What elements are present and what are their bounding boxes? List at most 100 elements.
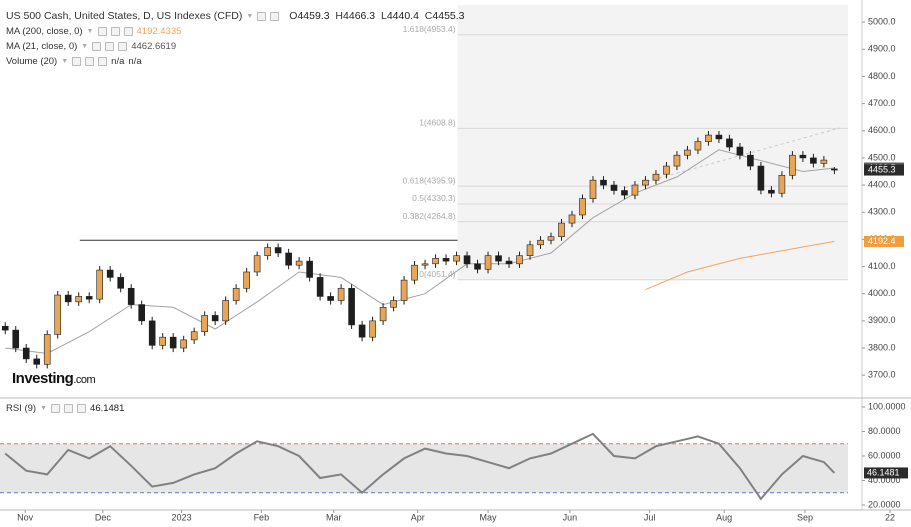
candle-body bbox=[253, 255, 261, 273]
icon[interactable] bbox=[85, 57, 95, 66]
legend-value: 4192.4335 bbox=[136, 26, 182, 37]
price-tag-label: 4455.3 bbox=[868, 164, 896, 174]
y-tick-label: 4600.0 bbox=[868, 125, 896, 135]
ohlc-value: 4455.3 bbox=[432, 10, 465, 22]
candle-body bbox=[453, 255, 460, 262]
candle-body bbox=[12, 329, 20, 349]
candle-body bbox=[421, 263, 429, 266]
icon[interactable] bbox=[110, 27, 120, 36]
dropdown-icon[interactable]: ▼ bbox=[40, 405, 48, 412]
candle-body bbox=[43, 334, 51, 365]
y-tick-label: 80.0000 bbox=[868, 426, 901, 436]
y-tick-label: 3900.0 bbox=[868, 315, 896, 325]
y-tick-label: 4400.0 bbox=[868, 179, 896, 189]
legend-rsi: RSI (9) ▼ 46.1481 bbox=[6, 403, 124, 414]
candle-body bbox=[222, 300, 229, 322]
icon[interactable] bbox=[97, 27, 107, 36]
candle-body bbox=[684, 149, 691, 156]
icon[interactable] bbox=[77, 404, 87, 413]
y-tick-label: 20.0000 bbox=[868, 499, 901, 509]
candle-body bbox=[411, 264, 418, 281]
ohlc-readout: O4459.3 H4466.3 L4440.4 C4455.3 bbox=[289, 10, 464, 22]
candle-body bbox=[705, 134, 712, 142]
candle-body bbox=[358, 324, 366, 338]
x-tick-label: Apr bbox=[411, 512, 425, 522]
candle-body bbox=[495, 255, 502, 262]
icon[interactable] bbox=[98, 57, 108, 66]
candle-body bbox=[537, 239, 544, 246]
y-tick-label: 4300.0 bbox=[868, 207, 896, 217]
rsi-tag bbox=[864, 467, 908, 479]
icon[interactable] bbox=[51, 404, 61, 413]
icon[interactable] bbox=[105, 42, 115, 51]
price-tag-label: 4192.4 bbox=[868, 236, 896, 246]
candle-body bbox=[463, 255, 471, 265]
legend-value: 46.1481 bbox=[90, 403, 125, 414]
ohlc-value: 4440.4 bbox=[386, 10, 419, 22]
candle-body bbox=[348, 287, 355, 326]
y-tick-label: 4000.0 bbox=[868, 288, 896, 298]
ohlc-value: 4459.3 bbox=[297, 10, 330, 22]
candle-body bbox=[652, 173, 660, 181]
fib-label: 1.618(4953.4) bbox=[403, 24, 456, 34]
close-icon[interactable] bbox=[270, 11, 280, 21]
rsi-line bbox=[4, 432, 836, 501]
fib-label: 0.618(4395.9) bbox=[403, 175, 456, 185]
candle-body bbox=[33, 358, 41, 365]
icon[interactable] bbox=[72, 57, 82, 66]
legend-label: Volume (20) bbox=[6, 56, 58, 67]
candle-body bbox=[64, 294, 72, 303]
icon[interactable] bbox=[123, 27, 133, 36]
dropdown-icon[interactable]: ▼ bbox=[81, 43, 89, 50]
dropdown-icon[interactable]: ▼ bbox=[86, 28, 94, 35]
settings-icon[interactable] bbox=[257, 11, 267, 21]
candle-body bbox=[243, 271, 250, 289]
legend-value: 4462.6619 bbox=[131, 41, 177, 52]
x-tick-label: Mar bbox=[326, 512, 342, 522]
candle-body bbox=[274, 247, 282, 254]
ohlc-letter: H bbox=[335, 10, 344, 22]
candle-body bbox=[820, 159, 828, 164]
candle-body bbox=[306, 260, 313, 278]
fib-label: 0(4051.4) bbox=[419, 269, 456, 279]
icon[interactable] bbox=[118, 42, 128, 51]
legend-label: MA (200, close, 0) bbox=[6, 26, 83, 37]
fib-zone bbox=[457, 5, 848, 280]
candle-body bbox=[579, 198, 586, 216]
fib-label: 0.5(4330.3) bbox=[412, 193, 456, 203]
watermark-domain: .com bbox=[73, 374, 96, 386]
candle-body bbox=[768, 189, 775, 194]
moving-average bbox=[5, 149, 835, 355]
candle-body bbox=[621, 190, 628, 196]
candle-body bbox=[505, 260, 513, 265]
candle-body bbox=[831, 168, 838, 171]
candle-body bbox=[369, 320, 376, 338]
rsi-tag-label: 46.1481 bbox=[867, 467, 900, 477]
candle-body bbox=[474, 263, 481, 270]
candle-body bbox=[547, 236, 555, 241]
candle-body bbox=[484, 255, 492, 270]
candle-body bbox=[337, 287, 345, 301]
ohlc-letter: L bbox=[380, 10, 387, 22]
icon[interactable] bbox=[64, 404, 74, 413]
dropdown-icon[interactable]: ▼ bbox=[61, 58, 69, 65]
candle-body bbox=[600, 179, 607, 186]
candle-body bbox=[316, 277, 324, 297]
candle-body bbox=[715, 134, 723, 140]
x-tick-label: Sep bbox=[797, 512, 813, 522]
candle-body bbox=[726, 138, 733, 148]
candle-body bbox=[22, 347, 30, 360]
x-tick-label: Jun bbox=[563, 512, 578, 522]
dropdown-icon[interactable]: ▼ bbox=[246, 12, 254, 20]
candle-body bbox=[232, 287, 240, 301]
candle-body bbox=[211, 315, 219, 322]
legend-value: n/a bbox=[128, 56, 142, 67]
candle-body bbox=[295, 260, 303, 266]
x-tick-label: Dec bbox=[95, 512, 112, 522]
y-tick-label: 4800.0 bbox=[868, 71, 896, 81]
icon[interactable] bbox=[92, 42, 102, 51]
y-tick-label: 60.0000 bbox=[868, 450, 901, 460]
candle-body bbox=[568, 214, 576, 224]
rsi-band bbox=[0, 443, 848, 493]
